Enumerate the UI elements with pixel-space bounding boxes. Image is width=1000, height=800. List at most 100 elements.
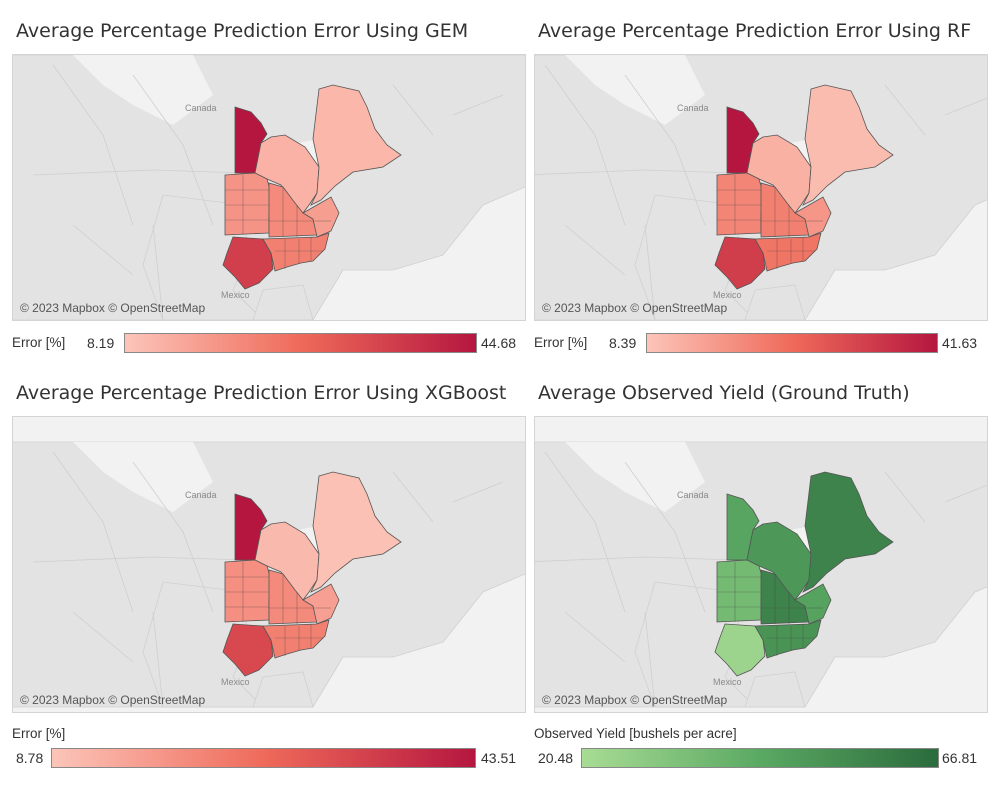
boundary-line (392, 84, 434, 136)
boundary-line (644, 611, 656, 708)
legend-min-value: 8.78 (16, 750, 44, 766)
place-label-canada: Canada (185, 103, 217, 113)
choropleth-map[interactable]: Canada Mexico (13, 417, 525, 712)
water-body (73, 442, 213, 512)
boundary-line (544, 451, 626, 613)
map-attribution[interactable]: © 2023 Mapbox © OpenStreetMap (542, 301, 728, 315)
choropleth-map[interactable]: Canada Mexico (535, 55, 987, 320)
legend-max-value: 41.63 (942, 335, 978, 351)
place-label-mexico: Mexico (221, 290, 250, 300)
legend-max-value: 43.51 (481, 750, 517, 766)
legend-label: Observed Yield [bushels per acre] (534, 726, 737, 741)
map-view[interactable]: Canada Mexico © 2023 Mapbox © OpenStreetM… (12, 416, 526, 713)
panel-title: Average Percentage Prediction Error Usin… (16, 382, 507, 404)
map-view[interactable]: Canada Mexico © 2023 Mapbox © OpenStreetM… (534, 416, 988, 713)
boundary-line (624, 461, 706, 613)
region-manitoba[interactable] (726, 106, 760, 174)
boundary-line (544, 64, 626, 226)
boundary-line (944, 484, 987, 503)
color-legend: Error [%] 8.39 41.63 (534, 332, 986, 356)
choropleth-map[interactable]: Canada Mexico (13, 55, 525, 320)
region-quebec[interactable] (310, 471, 402, 593)
region-south[interactable] (754, 232, 822, 272)
panel-title: Average Observed Yield (Ground Truth) (538, 382, 910, 404)
land-mass (252, 284, 314, 320)
land-mass (744, 671, 806, 708)
panel-title: Average Percentage Prediction Error Usin… (538, 20, 972, 42)
water-body (565, 55, 705, 125)
boundary-line (452, 481, 504, 503)
map-attribution[interactable]: © 2023 Mapbox © OpenStreetMap (20, 301, 206, 315)
legend-gradient-bar (581, 748, 939, 768)
boundary-line (72, 611, 134, 663)
boundary-line (152, 224, 164, 320)
region-plains[interactable] (716, 172, 764, 236)
boundary-line (32, 169, 244, 176)
boundary-line (152, 611, 164, 708)
color-legend: Error [%] 8.19 44.68 (12, 332, 524, 356)
place-label-mexico: Mexico (713, 677, 742, 687)
boundary-line (535, 556, 736, 562)
legend-min-value: 20.48 (538, 750, 574, 766)
boundary-line (32, 556, 244, 563)
boundary-line (884, 471, 926, 523)
panel-title: Average Percentage Prediction Error Usin… (16, 20, 469, 42)
region-manitoba[interactable] (726, 493, 760, 561)
water-body (565, 442, 705, 512)
boundary-line (52, 64, 134, 226)
water-body (835, 290, 945, 320)
legend-gradient-bar (51, 748, 476, 768)
map-view[interactable]: Canada Mexico © 2023 Mapbox © OpenStreetM… (12, 54, 526, 321)
choropleth-map[interactable]: Canada Mexico (535, 417, 987, 712)
boundary-line (392, 471, 434, 523)
region-quebec[interactable] (802, 471, 894, 593)
region-east[interactable] (794, 196, 832, 238)
place-label-canada: Canada (185, 490, 217, 500)
region-plains[interactable] (224, 559, 272, 623)
legend-min-value: 8.19 (87, 335, 115, 351)
region-quebec[interactable] (802, 84, 894, 206)
region-south[interactable] (262, 232, 330, 272)
water-body (835, 677, 945, 707)
legend-gradient-bar (646, 333, 938, 353)
boundary-line (52, 451, 134, 613)
place-label-canada: Canada (677, 103, 709, 113)
region-manitoba[interactable] (234, 493, 268, 561)
legend-max-value: 66.81 (942, 750, 978, 766)
boundary-line (564, 611, 626, 663)
region-south[interactable] (754, 619, 822, 659)
region-quebec[interactable] (310, 84, 402, 206)
legend-min-value: 8.39 (609, 335, 637, 351)
map-attribution[interactable]: © 2023 Mapbox © OpenStreetMap (542, 693, 728, 707)
place-label-mexico: Mexico (713, 290, 742, 300)
water-body (343, 290, 453, 320)
region-east[interactable] (302, 583, 340, 625)
boundary-line (564, 224, 626, 276)
boundary-line (535, 169, 736, 175)
region-plains[interactable] (716, 559, 764, 623)
boundary-line (644, 224, 656, 320)
place-label-mexico: Mexico (221, 677, 250, 687)
map-view[interactable]: Canada Mexico © 2023 Mapbox © OpenStreetM… (534, 54, 988, 321)
boundary-line (624, 74, 706, 226)
land-mass (744, 284, 806, 320)
legend-label: Error [%] (12, 335, 66, 350)
boundary-line (132, 74, 214, 226)
boundary-line (884, 84, 926, 136)
boundary-line (944, 97, 987, 116)
color-legend: Error [%] 8.78 43.51 (12, 726, 524, 772)
legend-max-value: 44.68 (481, 335, 517, 351)
region-east[interactable] (794, 583, 832, 625)
region-manitoba[interactable] (234, 106, 268, 174)
region-south[interactable] (262, 619, 330, 659)
region-east[interactable] (302, 196, 340, 238)
region-plains[interactable] (224, 172, 272, 236)
map-attribution[interactable]: © 2023 Mapbox © OpenStreetMap (20, 693, 206, 707)
boundary-line (72, 224, 134, 276)
legend-label: Error [%] (12, 726, 66, 741)
legend-gradient-bar (124, 333, 477, 353)
water-body (343, 677, 453, 707)
land-mass (252, 671, 314, 708)
boundary-line (452, 94, 504, 116)
boundary-line (132, 461, 214, 613)
